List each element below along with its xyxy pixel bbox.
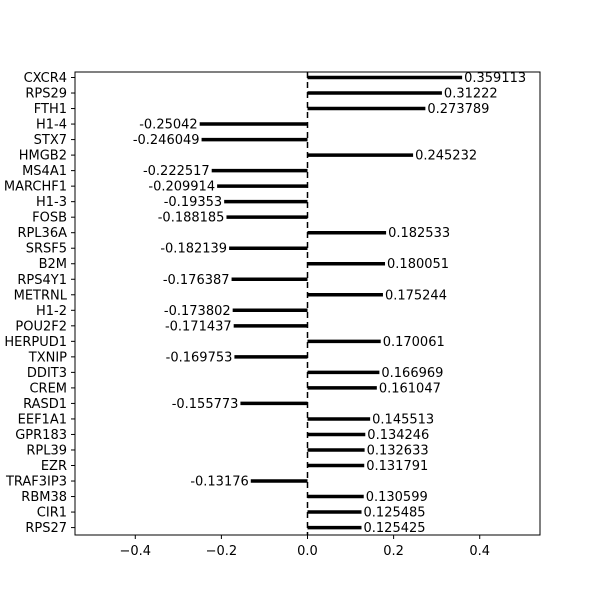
- y-tick-label: RPL39: [26, 443, 67, 458]
- data-label: 0.131791: [366, 459, 428, 474]
- x-tick-label: 0.4: [469, 544, 490, 559]
- y-tick-label: RPL36A: [17, 226, 67, 241]
- y-tick-label: CXCR4: [24, 71, 67, 86]
- y-tick-label: CIR1: [37, 506, 67, 521]
- data-label: 0.166969: [381, 366, 443, 381]
- y-axis: CXCR4RPS29FTH1H1-4STX7HMGB2MS4A1MARCHF1H…: [4, 71, 75, 536]
- data-label: 0.132633: [367, 443, 429, 458]
- y-tick-label: H1-2: [36, 304, 67, 319]
- y-tick-label: MS4A1: [22, 164, 67, 179]
- y-tick-label: POU2F2: [15, 319, 67, 334]
- data-label: 0.31222: [444, 87, 498, 102]
- y-tick-label: CREM: [29, 381, 67, 396]
- y-tick-label: SRSF5: [26, 242, 67, 257]
- data-label: -0.173802: [164, 304, 231, 319]
- y-tick-label: RBM38: [21, 490, 67, 505]
- data-label: 0.130599: [366, 490, 428, 505]
- y-tick-label: EEF1A1: [18, 412, 67, 427]
- data-label: -0.155773: [172, 397, 239, 412]
- data-label: 0.145513: [372, 412, 434, 427]
- y-tick-label: HERPUD1: [4, 335, 67, 350]
- data-label: -0.246049: [133, 133, 200, 148]
- x-axis: −0.4 −0.2 0.0 0.2 0.4: [119, 535, 490, 559]
- x-tick-label: 0.2: [383, 544, 404, 559]
- data-label: 0.182533: [388, 226, 450, 241]
- y-tick-label: STX7: [34, 133, 67, 148]
- y-tick-label: HMGB2: [19, 149, 67, 164]
- y-tick-label: H1-4: [36, 118, 67, 133]
- data-label: -0.222517: [143, 164, 210, 179]
- data-label: -0.182139: [160, 242, 227, 257]
- y-tick-label: RPS29: [25, 87, 67, 102]
- y-tick-label: FOSB: [32, 211, 67, 226]
- data-label: 0.170061: [383, 335, 445, 350]
- x-tick-label: −0.4: [119, 544, 151, 559]
- data-label: -0.19353: [164, 195, 222, 210]
- data-label: 0.161047: [379, 381, 441, 396]
- y-tick-label: METRNL: [14, 288, 68, 303]
- data-label: -0.169753: [166, 350, 233, 365]
- data-label: 0.359113: [464, 71, 526, 86]
- data-label: -0.176387: [163, 273, 230, 288]
- x-tick-label: 0.0: [297, 544, 318, 559]
- y-tick-label: RASD1: [23, 397, 67, 412]
- bars-layer: [199, 75, 463, 530]
- y-tick-label: FTH1: [34, 102, 67, 117]
- data-label: 0.180051: [387, 257, 449, 272]
- data-label: 0.125485: [364, 506, 426, 521]
- y-tick-label: RPS4Y1: [17, 273, 67, 288]
- y-tick-label: EZR: [41, 459, 67, 474]
- data-label: -0.171437: [165, 319, 232, 334]
- y-tick-label: B2M: [39, 257, 67, 272]
- y-tick-label: RPS27: [25, 521, 67, 536]
- data-label: 0.273789: [427, 102, 489, 117]
- y-tick-label: GPR183: [15, 428, 67, 443]
- y-tick-label: TRAF3IP3: [5, 475, 67, 490]
- y-tick-label: DDIT3: [27, 366, 67, 381]
- data-label: 0.134246: [367, 428, 429, 443]
- y-tick-label: H1-3: [36, 195, 67, 210]
- data-label: 0.175244: [385, 288, 447, 303]
- y-tick-label: MARCHF1: [4, 180, 67, 195]
- data-label: -0.25042: [139, 118, 197, 133]
- data-label: 0.125425: [364, 521, 426, 536]
- y-tick-label: TXNIP: [28, 350, 67, 365]
- data-label: -0.188185: [158, 211, 225, 226]
- data-label: 0.245232: [415, 149, 477, 164]
- data-label: -0.13176: [190, 475, 248, 490]
- data-label: -0.209914: [148, 180, 215, 195]
- x-tick-label: −0.2: [206, 544, 238, 559]
